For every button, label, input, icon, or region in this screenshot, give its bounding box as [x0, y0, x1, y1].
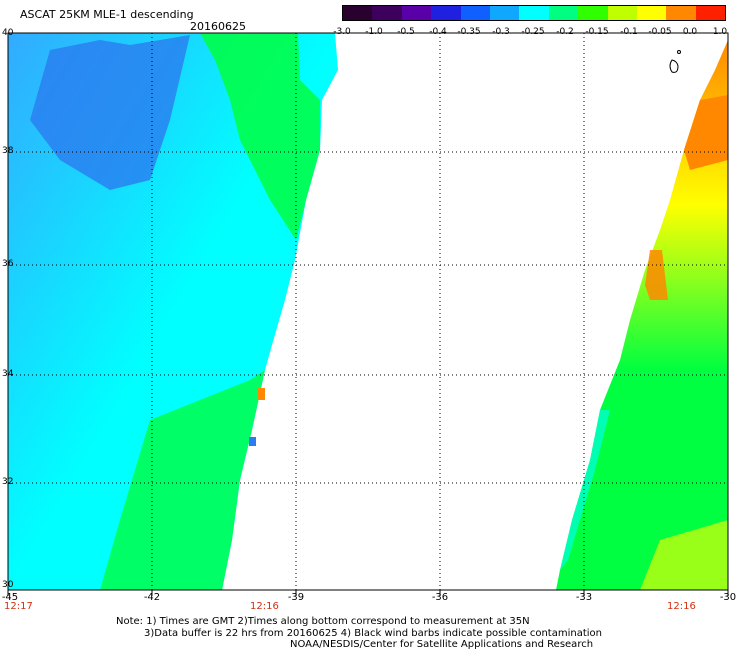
lat-label: 30	[2, 580, 14, 590]
graticule	[8, 33, 728, 590]
colorbar-tick: -0.35	[457, 27, 481, 37]
time-label: 12:16	[250, 601, 279, 612]
lon-label: -45	[1, 592, 19, 603]
lat-label: 34	[2, 369, 14, 379]
colorbar-swatch	[343, 6, 373, 20]
left-swath-orange-pixel	[258, 388, 265, 400]
colorbar-swatch	[666, 6, 696, 20]
colorbar-tick: -0.4	[429, 27, 447, 37]
colorbar-swatch	[401, 6, 432, 20]
colorbar-swatch	[372, 6, 402, 20]
colorbar-tick: -0.05	[648, 27, 672, 37]
colorbar-swatch	[578, 6, 608, 20]
left-swath-blue-pixel	[249, 437, 256, 446]
colorbar-swatch	[636, 6, 667, 20]
left-swath-green-edge	[200, 33, 320, 240]
lat-label: 38	[2, 146, 14, 156]
note-line-2: 3)Data buffer is 22 hrs from 20160625 4)…	[144, 628, 602, 639]
lon-label: -39	[287, 592, 305, 603]
left-swath-blue-core	[30, 35, 190, 190]
colorbar-swatch	[607, 6, 637, 20]
lon-label: -33	[575, 592, 593, 603]
colorbar-swatch	[489, 6, 520, 20]
colorbar-tick: -0.3	[492, 27, 510, 37]
lon-label: -42	[143, 592, 161, 603]
colorbar-tick: -0.5	[397, 27, 415, 37]
map-title: ASCAT 25KM MLE-1 descending	[20, 8, 194, 21]
right-swath-cyan-edge	[560, 410, 610, 570]
colorbar-tick: 0.0	[682, 27, 698, 37]
note-line-1: Note: 1) Times are GMT 2)Times along bot…	[116, 616, 530, 627]
island-outline	[669, 50, 681, 73]
right-swath-orange-top	[684, 95, 728, 170]
right-swath-yellow-bottom	[640, 520, 728, 590]
time-label: 12:16	[667, 601, 696, 612]
lat-label: 40	[2, 28, 14, 38]
colorbar-tick: -1.0	[365, 27, 383, 37]
colorbar-swatch	[519, 6, 549, 20]
left-swath	[8, 33, 338, 590]
colorbar-swatch	[695, 6, 726, 20]
colorbar	[342, 5, 726, 21]
right-swath	[556, 40, 728, 590]
right-swath-orange-mid	[645, 250, 668, 300]
lat-label: 32	[2, 477, 14, 487]
colorbar-tick: 1.0	[712, 27, 728, 37]
colorbar-tick: -0.25	[521, 27, 545, 37]
colorbar-tick: -0.2	[556, 27, 574, 37]
time-label: 12:17	[4, 601, 33, 612]
colorbar-swatch	[460, 6, 490, 20]
lon-label: -30	[719, 592, 737, 603]
lon-label: -36	[431, 592, 449, 603]
colorbar-tick: -3.0	[333, 27, 351, 37]
colorbar-swatch	[548, 6, 579, 20]
note-line-3: NOAA/NESDIS/Center for Satellite Applica…	[290, 639, 594, 650]
colorbar-swatch	[431, 6, 461, 20]
lat-label: 36	[2, 259, 14, 269]
left-swath-green-lower	[100, 370, 265, 590]
colorbar-tick: -0.1	[620, 27, 638, 37]
map-date: 20160625	[190, 20, 246, 33]
map-frame	[7, 32, 729, 591]
colorbar-tick: -0.15	[585, 27, 609, 37]
